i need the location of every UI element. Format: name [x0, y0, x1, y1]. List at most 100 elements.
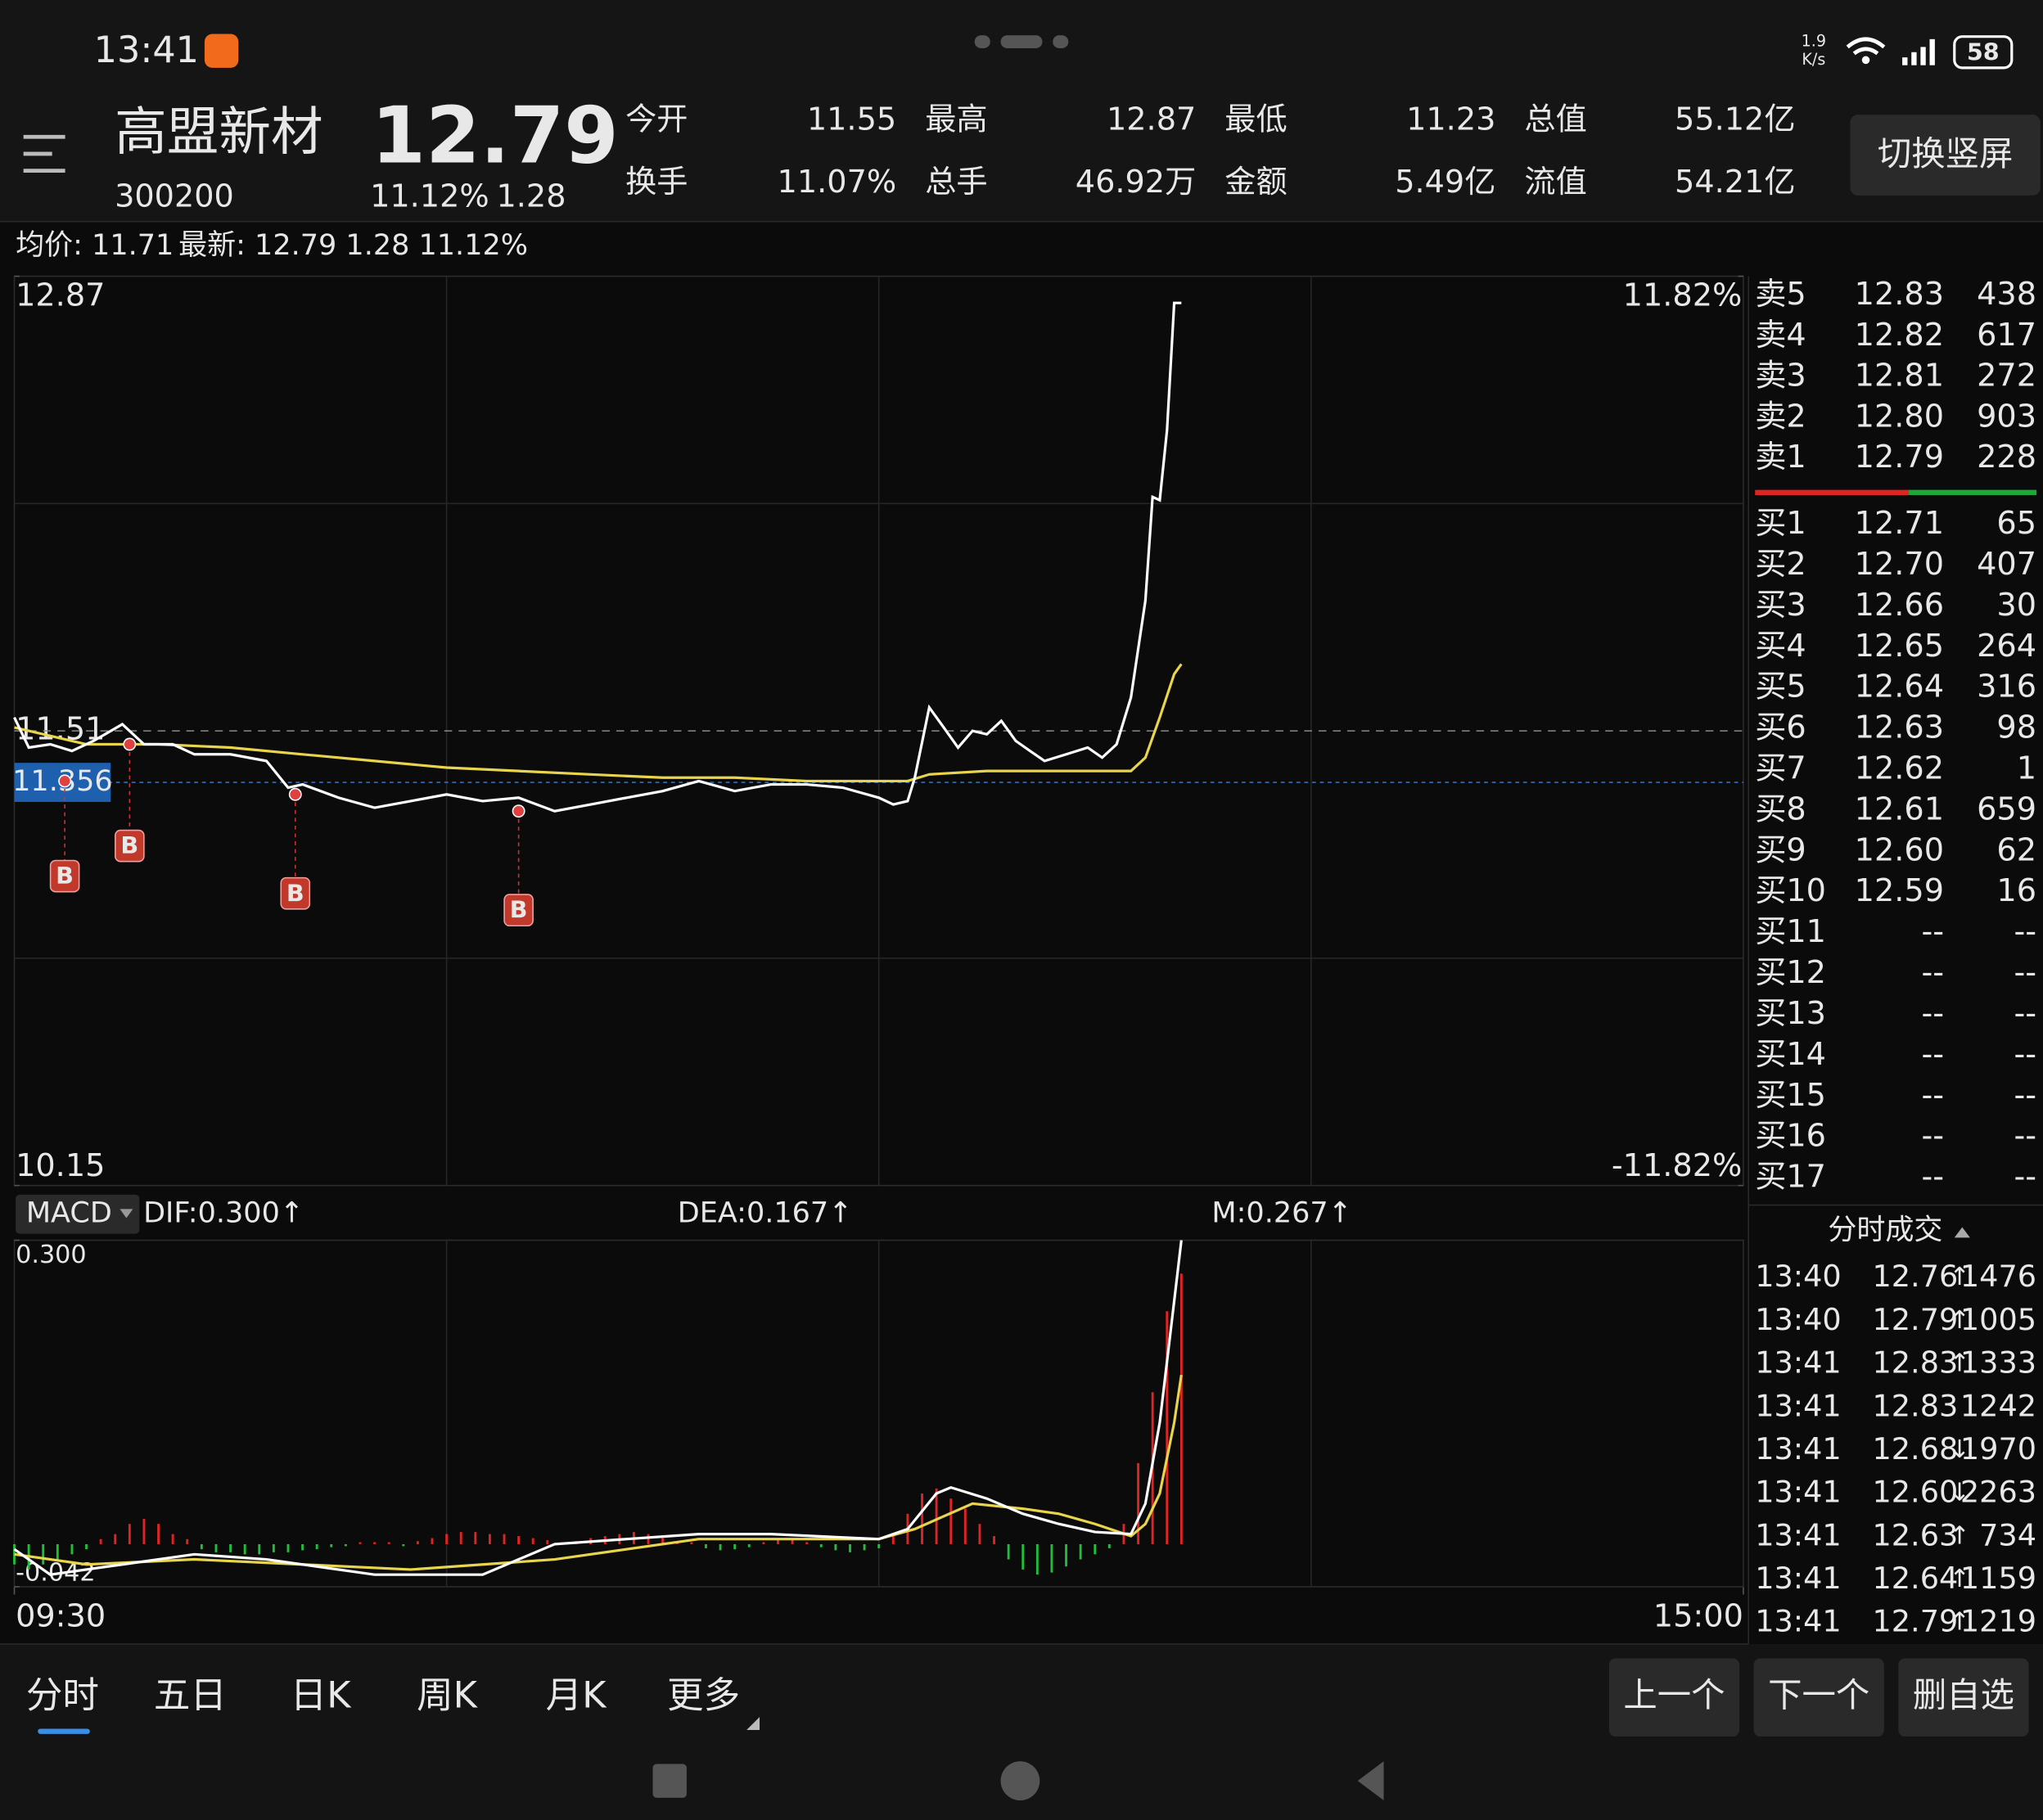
- bid-label: 买13: [1755, 996, 1826, 1032]
- bid-label: 买2: [1755, 547, 1806, 583]
- tab[interactable]: 月K: [546, 1674, 608, 1716]
- trade-price: 12.68: [1872, 1431, 1958, 1466]
- trade-price: 12.79: [1872, 1604, 1958, 1639]
- nav-button[interactable]: [1753, 1658, 1884, 1737]
- y-tick-label: 10.15: [16, 1148, 105, 1184]
- stock-price: 12.79: [372, 89, 619, 181]
- bid-volume: --: [2014, 955, 2036, 991]
- line-price: [13, 301, 1182, 813]
- ask-volume: 617: [1977, 318, 2036, 354]
- stat-value: 46.92万: [1076, 164, 1197, 200]
- buy-marker-label: B: [286, 879, 304, 907]
- ask-label: 卖5: [1755, 277, 1806, 313]
- indicator-name: MACD: [26, 1196, 112, 1230]
- nav-home[interactable]: [1000, 1761, 1040, 1801]
- trade-direction: ↑: [1949, 1565, 1969, 1593]
- trade-time: 13:41: [1755, 1517, 1842, 1552]
- tab[interactable]: 更多: [667, 1674, 740, 1716]
- bid-volume: 264: [1977, 628, 2036, 664]
- trade-volume: 1219: [1960, 1604, 2036, 1639]
- indicator-select[interactable]: [16, 1194, 140, 1234]
- stock-name: 高盟新材: [115, 102, 323, 163]
- bid-price: 12.71: [1855, 506, 1944, 542]
- trade-price: 12.64: [1872, 1561, 1958, 1596]
- bid-price: 12.70: [1855, 547, 1944, 583]
- bid-volume: 316: [1977, 669, 2036, 705]
- legend-entry: DIF:0.300↑: [143, 1196, 304, 1230]
- battery-icon: [1953, 35, 2014, 70]
- buy-point: [123, 737, 137, 751]
- bid-label: 买16: [1755, 1119, 1826, 1155]
- stat-label: 今开: [625, 102, 688, 138]
- trade-direction: ↓: [1949, 1479, 1969, 1507]
- stat-value: 5.49亿: [1395, 164, 1495, 200]
- latest-info: 最新: 12.79 1.28 11.12%: [178, 228, 528, 262]
- bid-price: --: [1921, 1037, 1944, 1073]
- buy-marker-label: B: [120, 831, 138, 859]
- tab[interactable]: 周K: [417, 1674, 479, 1716]
- x-tick-label: 09:30: [16, 1599, 106, 1635]
- wifi-icon: [1861, 56, 1870, 65]
- switch-button[interactable]: [1850, 115, 2041, 196]
- bid-price: --: [1921, 914, 1944, 950]
- bid-volume: 16: [1996, 873, 2036, 909]
- bid-label: 买5: [1755, 669, 1806, 705]
- bid-label: 买7: [1755, 751, 1806, 787]
- bid-volume: 1: [2017, 751, 2036, 787]
- buy-marker: [115, 829, 145, 863]
- ask-price: 12.82: [1855, 318, 1944, 354]
- line-dea: [14, 1374, 1183, 1571]
- tab[interactable]: 日K: [291, 1674, 353, 1716]
- buy-point: [58, 774, 72, 788]
- tab[interactable]: 五日: [154, 1674, 227, 1716]
- nav-button-label[interactable]: 上一个: [1623, 1675, 1725, 1714]
- nav-back[interactable]: [1357, 1761, 1384, 1801]
- trade-time: 13:41: [1755, 1345, 1842, 1381]
- buy-marker: [49, 859, 80, 893]
- bid-label: 买8: [1755, 791, 1806, 827]
- bid-label: 买15: [1755, 1078, 1826, 1114]
- line-average: [14, 663, 1183, 782]
- tab-underline: [38, 1728, 90, 1734]
- bid-volume: --: [2014, 914, 2036, 950]
- trade-time: 13:40: [1755, 1302, 1842, 1337]
- nav-button[interactable]: [1898, 1658, 2029, 1737]
- nav-recent[interactable]: [652, 1764, 687, 1798]
- tab[interactable]: 分时: [26, 1674, 99, 1716]
- dropdown-arrow: [120, 1209, 133, 1219]
- legend-entry: M:0.267↑: [1211, 1196, 1352, 1230]
- bid-volume: --: [2014, 1119, 2036, 1155]
- net-unit: K/s: [1802, 50, 1825, 69]
- change-pct: 11.12%: [370, 179, 489, 215]
- nav-button[interactable]: [1608, 1658, 1740, 1737]
- stat-label: 最低: [1224, 102, 1287, 138]
- trade-volume: 1970: [1960, 1431, 2036, 1466]
- bid-volume: --: [2014, 1078, 2036, 1114]
- buy-marker: [503, 894, 534, 927]
- status-time: 13:41: [94, 29, 199, 71]
- bid-price: --: [1921, 996, 1944, 1032]
- legend-entry: DEA:0.167↑: [678, 1196, 853, 1230]
- menu-icon[interactable]: [23, 134, 65, 173]
- stat-value: 12.87: [1107, 102, 1196, 138]
- ask-label: 卖3: [1755, 358, 1806, 394]
- bid-label: 买17: [1755, 1160, 1826, 1196]
- bid-price: 12.63: [1855, 710, 1944, 746]
- switch-label: 切换竖屏: [1878, 134, 2013, 173]
- trade-time: 13:41: [1755, 1561, 1842, 1596]
- bid-volume: 30: [1996, 588, 2036, 624]
- trade-price: 12.76: [1872, 1259, 1958, 1294]
- nav-button-label[interactable]: 删自选: [1913, 1675, 2014, 1714]
- bid-price: 12.64: [1855, 669, 1944, 705]
- ask-price: 12.83: [1855, 277, 1944, 313]
- stat-value: 55.12亿: [1675, 102, 1796, 138]
- buy-marker-label: B: [510, 896, 528, 924]
- app-icon: [204, 34, 239, 68]
- stat-label: 总值: [1524, 102, 1586, 138]
- bid-volume: --: [2014, 1037, 2036, 1073]
- trade-price: 12.83: [1872, 1345, 1958, 1381]
- trade-time: 13:41: [1755, 1475, 1842, 1510]
- nav-button-label[interactable]: 下一个: [1768, 1675, 1869, 1714]
